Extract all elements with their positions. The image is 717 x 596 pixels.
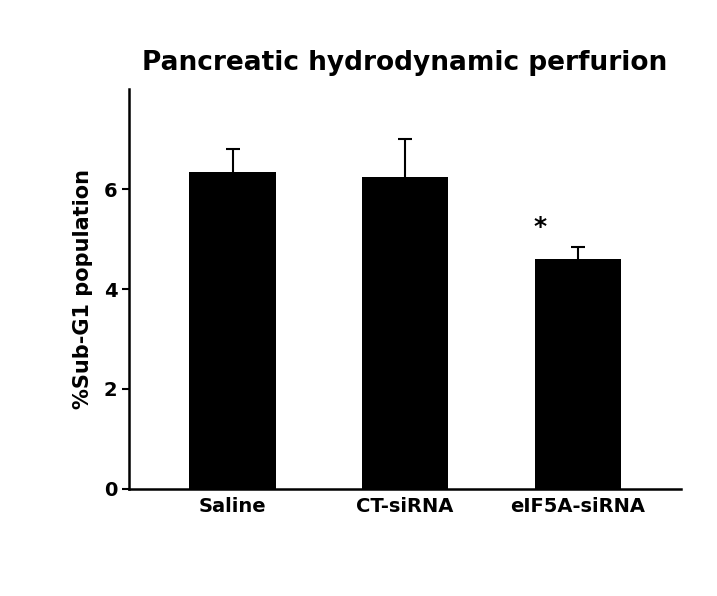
Text: *: * — [533, 215, 546, 239]
Y-axis label: %Sub-G1 population: %Sub-G1 population — [72, 169, 92, 409]
Bar — [534, 259, 621, 489]
Bar — [362, 177, 448, 489]
Title: Pancreatic hydrodynamic perfurion: Pancreatic hydrodynamic perfurion — [143, 50, 668, 76]
Bar — [189, 172, 276, 489]
